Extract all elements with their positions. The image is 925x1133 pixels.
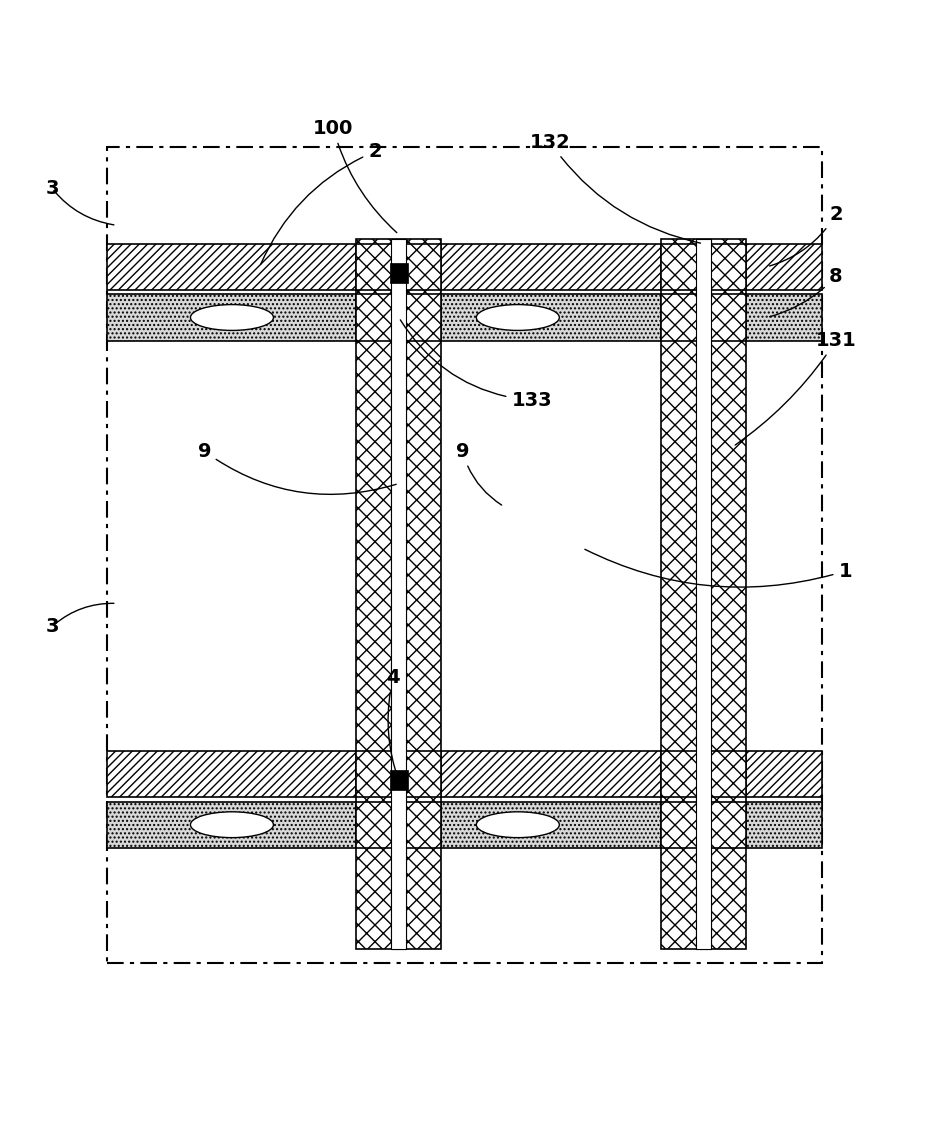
Bar: [441, 295, 660, 341]
Bar: [441, 751, 660, 796]
Bar: [660, 239, 746, 949]
Text: 3: 3: [45, 617, 59, 636]
Text: 100: 100: [314, 119, 397, 232]
Text: 133: 133: [401, 320, 552, 410]
Bar: [660, 751, 746, 796]
Text: 4: 4: [387, 667, 401, 778]
Text: 1: 1: [585, 550, 852, 587]
Bar: [746, 244, 822, 290]
Bar: [441, 802, 660, 847]
Text: 2: 2: [261, 142, 382, 264]
Bar: [107, 802, 356, 847]
Bar: [391, 239, 406, 949]
Bar: [389, 263, 408, 283]
Ellipse shape: [191, 305, 274, 331]
Bar: [746, 751, 822, 796]
Bar: [696, 239, 710, 949]
Bar: [660, 802, 746, 847]
Text: 132: 132: [530, 133, 700, 244]
Text: 131: 131: [735, 331, 857, 445]
Bar: [356, 244, 441, 290]
Bar: [107, 295, 356, 341]
Bar: [356, 802, 441, 847]
Text: 9: 9: [198, 442, 396, 494]
Ellipse shape: [476, 812, 560, 837]
Text: 9: 9: [456, 442, 501, 505]
Bar: [107, 751, 356, 796]
Ellipse shape: [476, 305, 560, 331]
Bar: [389, 769, 408, 790]
Bar: [356, 751, 441, 796]
Bar: [660, 244, 746, 290]
Bar: [696, 239, 710, 949]
Bar: [746, 295, 822, 341]
Bar: [107, 244, 356, 290]
Bar: [441, 244, 660, 290]
Bar: [391, 239, 406, 949]
Bar: [746, 802, 822, 847]
Text: 2: 2: [770, 205, 843, 266]
Text: 8: 8: [770, 266, 843, 317]
Text: 3: 3: [45, 179, 59, 198]
Bar: [356, 239, 441, 949]
Bar: [107, 147, 822, 963]
Bar: [660, 295, 746, 341]
Ellipse shape: [191, 812, 274, 837]
Bar: [356, 295, 441, 341]
